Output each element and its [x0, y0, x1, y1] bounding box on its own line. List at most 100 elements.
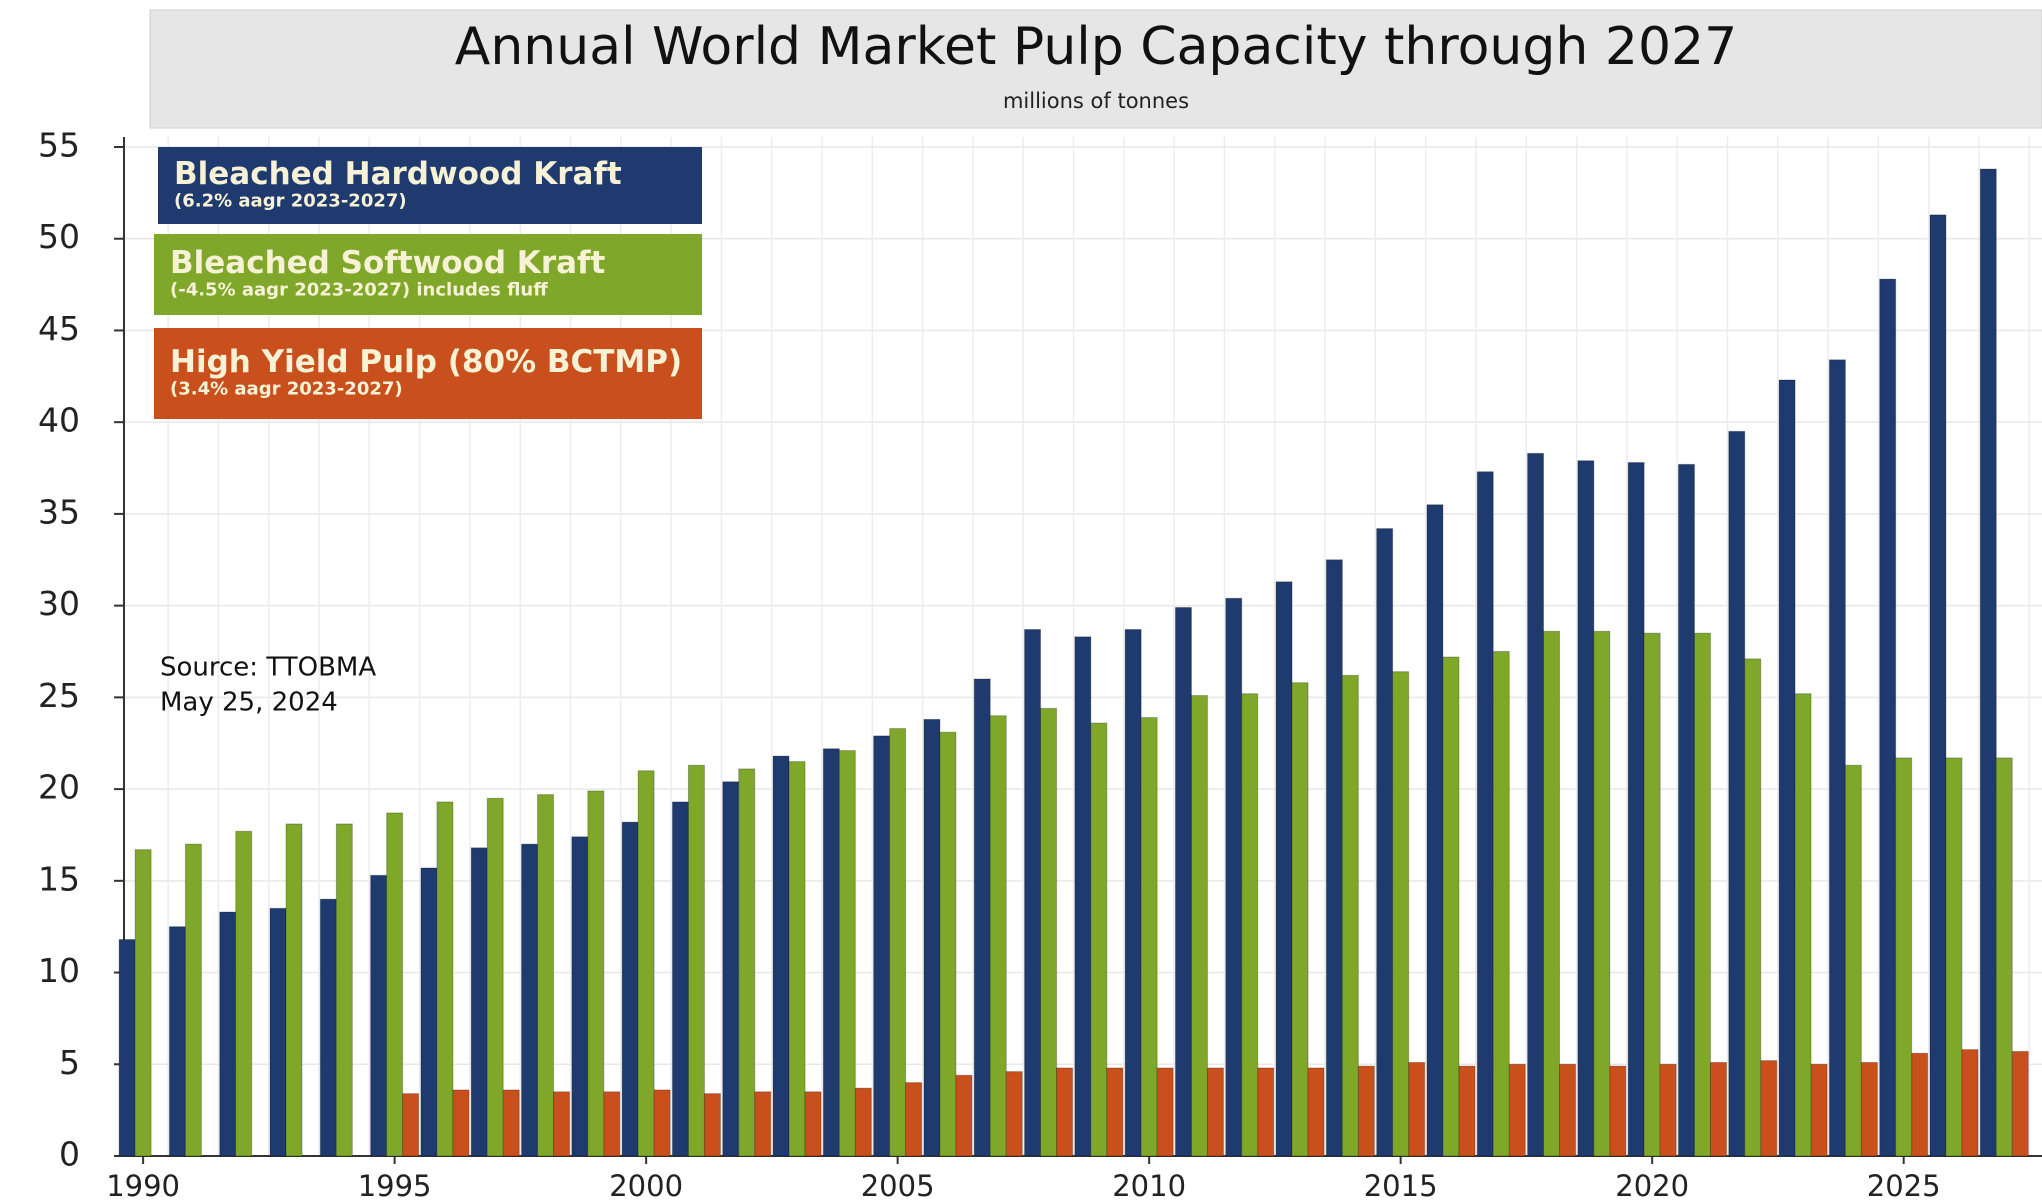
bar: [1879, 278, 1897, 1157]
bar: [1140, 717, 1158, 1157]
bar: [370, 874, 388, 1157]
y-tick-label: 25: [38, 676, 80, 715]
bar: [703, 1093, 721, 1157]
y-tick-label: 20: [38, 768, 80, 807]
bar: [235, 830, 253, 1157]
bar: [1257, 1067, 1275, 1157]
annotation: May 25, 2024: [160, 688, 338, 718]
bar: [1627, 462, 1645, 1157]
bar: [1860, 1061, 1878, 1157]
bar: [1442, 656, 1460, 1157]
bar: [402, 1093, 420, 1157]
bar: [1979, 168, 1997, 1157]
bar: [1577, 460, 1595, 1157]
bar: [1408, 1061, 1426, 1157]
bar: [386, 812, 404, 1157]
chart-subtitle: millions of tonnes: [1003, 89, 1189, 113]
y-tick-label: 50: [38, 217, 80, 256]
bar: [1241, 693, 1259, 1157]
bar: [319, 898, 337, 1157]
bar: [671, 801, 689, 1157]
bar: [889, 728, 907, 1157]
bar: [603, 1091, 621, 1157]
bar: [822, 748, 840, 1157]
bar: [1609, 1065, 1627, 1157]
bar: [1291, 682, 1309, 1157]
x-tick-label: 1990: [106, 1169, 180, 1203]
legend-note: (3.4% aagr 2023-2027): [170, 379, 403, 400]
bar: [1911, 1052, 1929, 1157]
bar: [118, 939, 136, 1157]
y-tick-label: 35: [38, 492, 80, 531]
bar: [1995, 757, 2013, 1157]
bar: [1090, 722, 1108, 1157]
bar: [470, 847, 488, 1157]
bar: [653, 1089, 671, 1157]
x-tick-label: 2015: [1364, 1169, 1438, 1203]
bar: [923, 718, 941, 1157]
bar: [1693, 632, 1711, 1157]
bar: [754, 1091, 772, 1157]
y-tick-label: 45: [38, 309, 80, 348]
bar: [134, 849, 152, 1157]
bar: [621, 821, 639, 1157]
bar: [571, 836, 589, 1157]
bar: [1810, 1063, 1828, 1157]
y-tick-label: 40: [38, 401, 80, 440]
bar: [772, 755, 790, 1157]
bar: [1677, 463, 1695, 1157]
bar: [1961, 1049, 1979, 1157]
bar: [1643, 632, 1661, 1157]
bar: [1005, 1071, 1023, 1157]
bar: [873, 735, 891, 1157]
legend-swatch: [154, 328, 702, 419]
bar: [1794, 693, 1812, 1157]
bar: [1040, 707, 1058, 1157]
bar: [587, 790, 605, 1157]
y-tick-label: 30: [38, 584, 80, 623]
y-tick-label: 15: [38, 859, 80, 898]
bar: [939, 731, 957, 1157]
bar: [1392, 671, 1410, 1157]
x-tick-label: 1995: [358, 1169, 432, 1203]
bar: [1206, 1067, 1224, 1157]
bar: [1929, 214, 1947, 1157]
y-tick-label: 10: [38, 951, 80, 990]
legend-swatch: [158, 147, 702, 224]
x-tick-label: 2025: [1867, 1169, 1941, 1203]
bar: [2011, 1050, 2029, 1157]
bar: [285, 823, 303, 1157]
x-tick-label: 2020: [1615, 1169, 1689, 1203]
bar: [989, 715, 1007, 1157]
x-tick-label: 2010: [1112, 1169, 1186, 1203]
bar: [184, 843, 202, 1157]
bar: [1156, 1067, 1174, 1157]
bar: [1778, 379, 1796, 1157]
bar: [168, 926, 186, 1157]
bar: [1559, 1063, 1577, 1157]
legend-label: High Yield Pulp (80% BCTMP): [170, 344, 682, 380]
bar: [1492, 651, 1510, 1157]
bar: [219, 911, 237, 1157]
overlay: Bleached Hardwood Kraft(6.2% aagr 2023-2…: [154, 147, 702, 718]
bar: [1527, 452, 1545, 1157]
bar: [1307, 1067, 1325, 1157]
bar: [1593, 630, 1611, 1157]
bar: [335, 823, 353, 1157]
bars: [118, 168, 2029, 1157]
bar: [1458, 1065, 1476, 1157]
legend-note: (6.2% aagr 2023-2027): [174, 191, 407, 212]
bar: [269, 907, 287, 1157]
title-box: [149, 9, 2042, 129]
bar: [854, 1087, 872, 1157]
bar: [1945, 757, 1963, 1157]
y-tick-label: 0: [59, 1135, 80, 1174]
x-tick-label: 2000: [609, 1169, 683, 1203]
bar: [1074, 636, 1092, 1157]
bar: [537, 794, 555, 1157]
legend-note: (-4.5% aagr 2023-2027) includes fluff: [170, 280, 548, 301]
bar: [637, 770, 655, 1157]
y-tick-label: 55: [38, 126, 80, 165]
bar: [521, 843, 539, 1157]
